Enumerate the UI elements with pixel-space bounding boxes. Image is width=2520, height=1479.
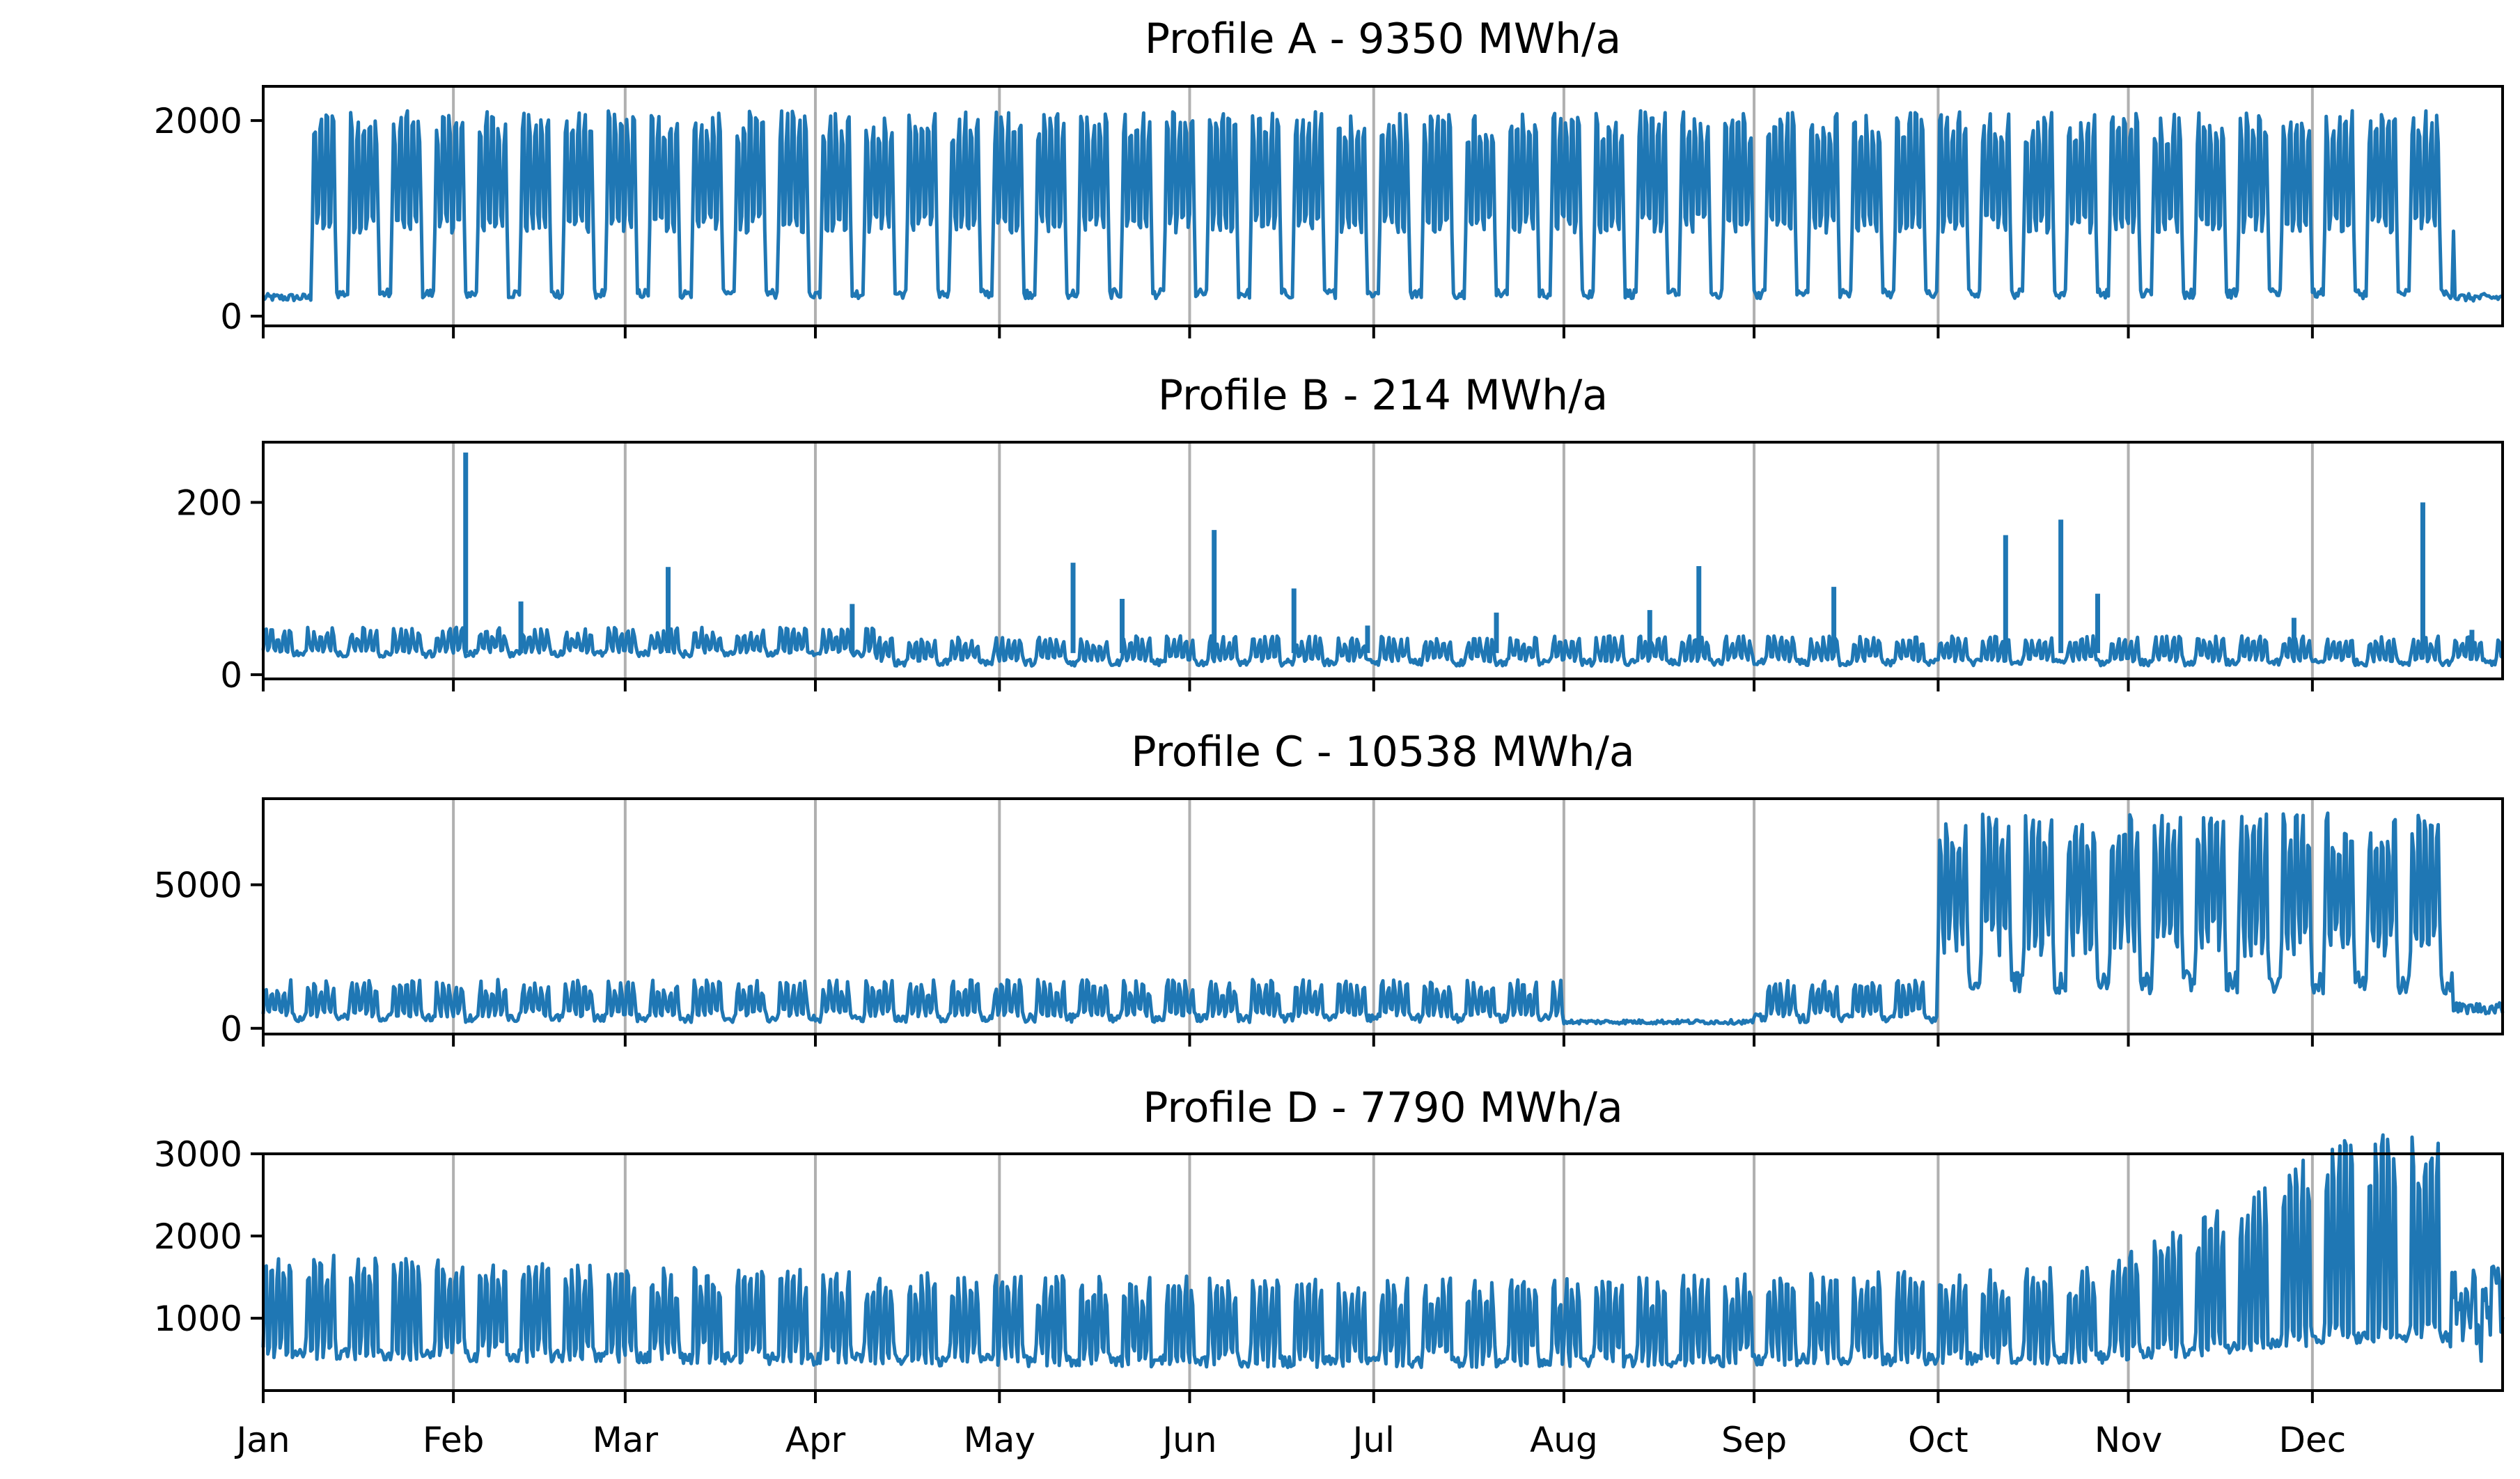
x-tick-label: Feb xyxy=(423,1420,485,1460)
x-tick-label: Sep xyxy=(1721,1420,1787,1460)
y-tick-label: 5000 xyxy=(154,866,242,906)
series-line-b xyxy=(261,625,2504,668)
x-tick-label: May xyxy=(964,1420,1035,1460)
series-line-a xyxy=(261,109,2504,303)
panel-c: Profile C - 10538 MWh/a 0 5000 xyxy=(154,728,2505,1049)
panel-d: Profile D - 7790 MWh/a 1000 2000 3000 Jan Feb… xyxy=(154,1083,2505,1460)
x-tick-label: Jun xyxy=(1160,1420,1216,1460)
x-tick-label: Aug xyxy=(1530,1420,1598,1460)
y-tick-label: 2000 xyxy=(154,101,242,141)
panel-b: Profile B - 214 MWh/a 0 200 xyxy=(176,371,2504,696)
y-tick-label: 0 xyxy=(220,1009,242,1049)
y-tick-label: 2000 xyxy=(154,1216,242,1257)
x-tick-label: Jul xyxy=(1351,1420,1395,1460)
x-tick-label: Jan xyxy=(234,1420,290,1460)
x-tick-label: Mar xyxy=(593,1420,659,1460)
x-tick-label: Apr xyxy=(785,1420,846,1460)
y-tick-label: 1000 xyxy=(154,1299,242,1339)
axes-frame xyxy=(262,797,2504,1035)
x-tick-label: Dec xyxy=(2278,1420,2346,1460)
axes-frame xyxy=(262,1152,2504,1392)
panel-title: Profile C - 10538 MWh/a xyxy=(1131,728,1634,776)
y-tick-label: 200 xyxy=(176,483,242,524)
series-line-d xyxy=(261,1133,2505,1370)
panel-title: Profile B - 214 MWh/a xyxy=(1158,371,1608,420)
series-line-c xyxy=(261,811,2505,1026)
x-tick-label: Nov xyxy=(2095,1420,2163,1460)
axes-frame xyxy=(262,85,2504,327)
y-tick-label: 0 xyxy=(220,297,242,337)
panel-title: Profile A - 9350 MWh/a xyxy=(1145,15,1621,63)
panel-a: Profile A - 9350 MWh/a 0 2000 xyxy=(154,15,2504,338)
y-tick-label: 0 xyxy=(220,655,242,696)
panel-title: Profile D - 7790 MWh/a xyxy=(1143,1083,1623,1132)
y-tick-label: 3000 xyxy=(154,1134,242,1175)
axes-frame xyxy=(262,441,2504,680)
x-tick-label: Oct xyxy=(1908,1420,1968,1460)
